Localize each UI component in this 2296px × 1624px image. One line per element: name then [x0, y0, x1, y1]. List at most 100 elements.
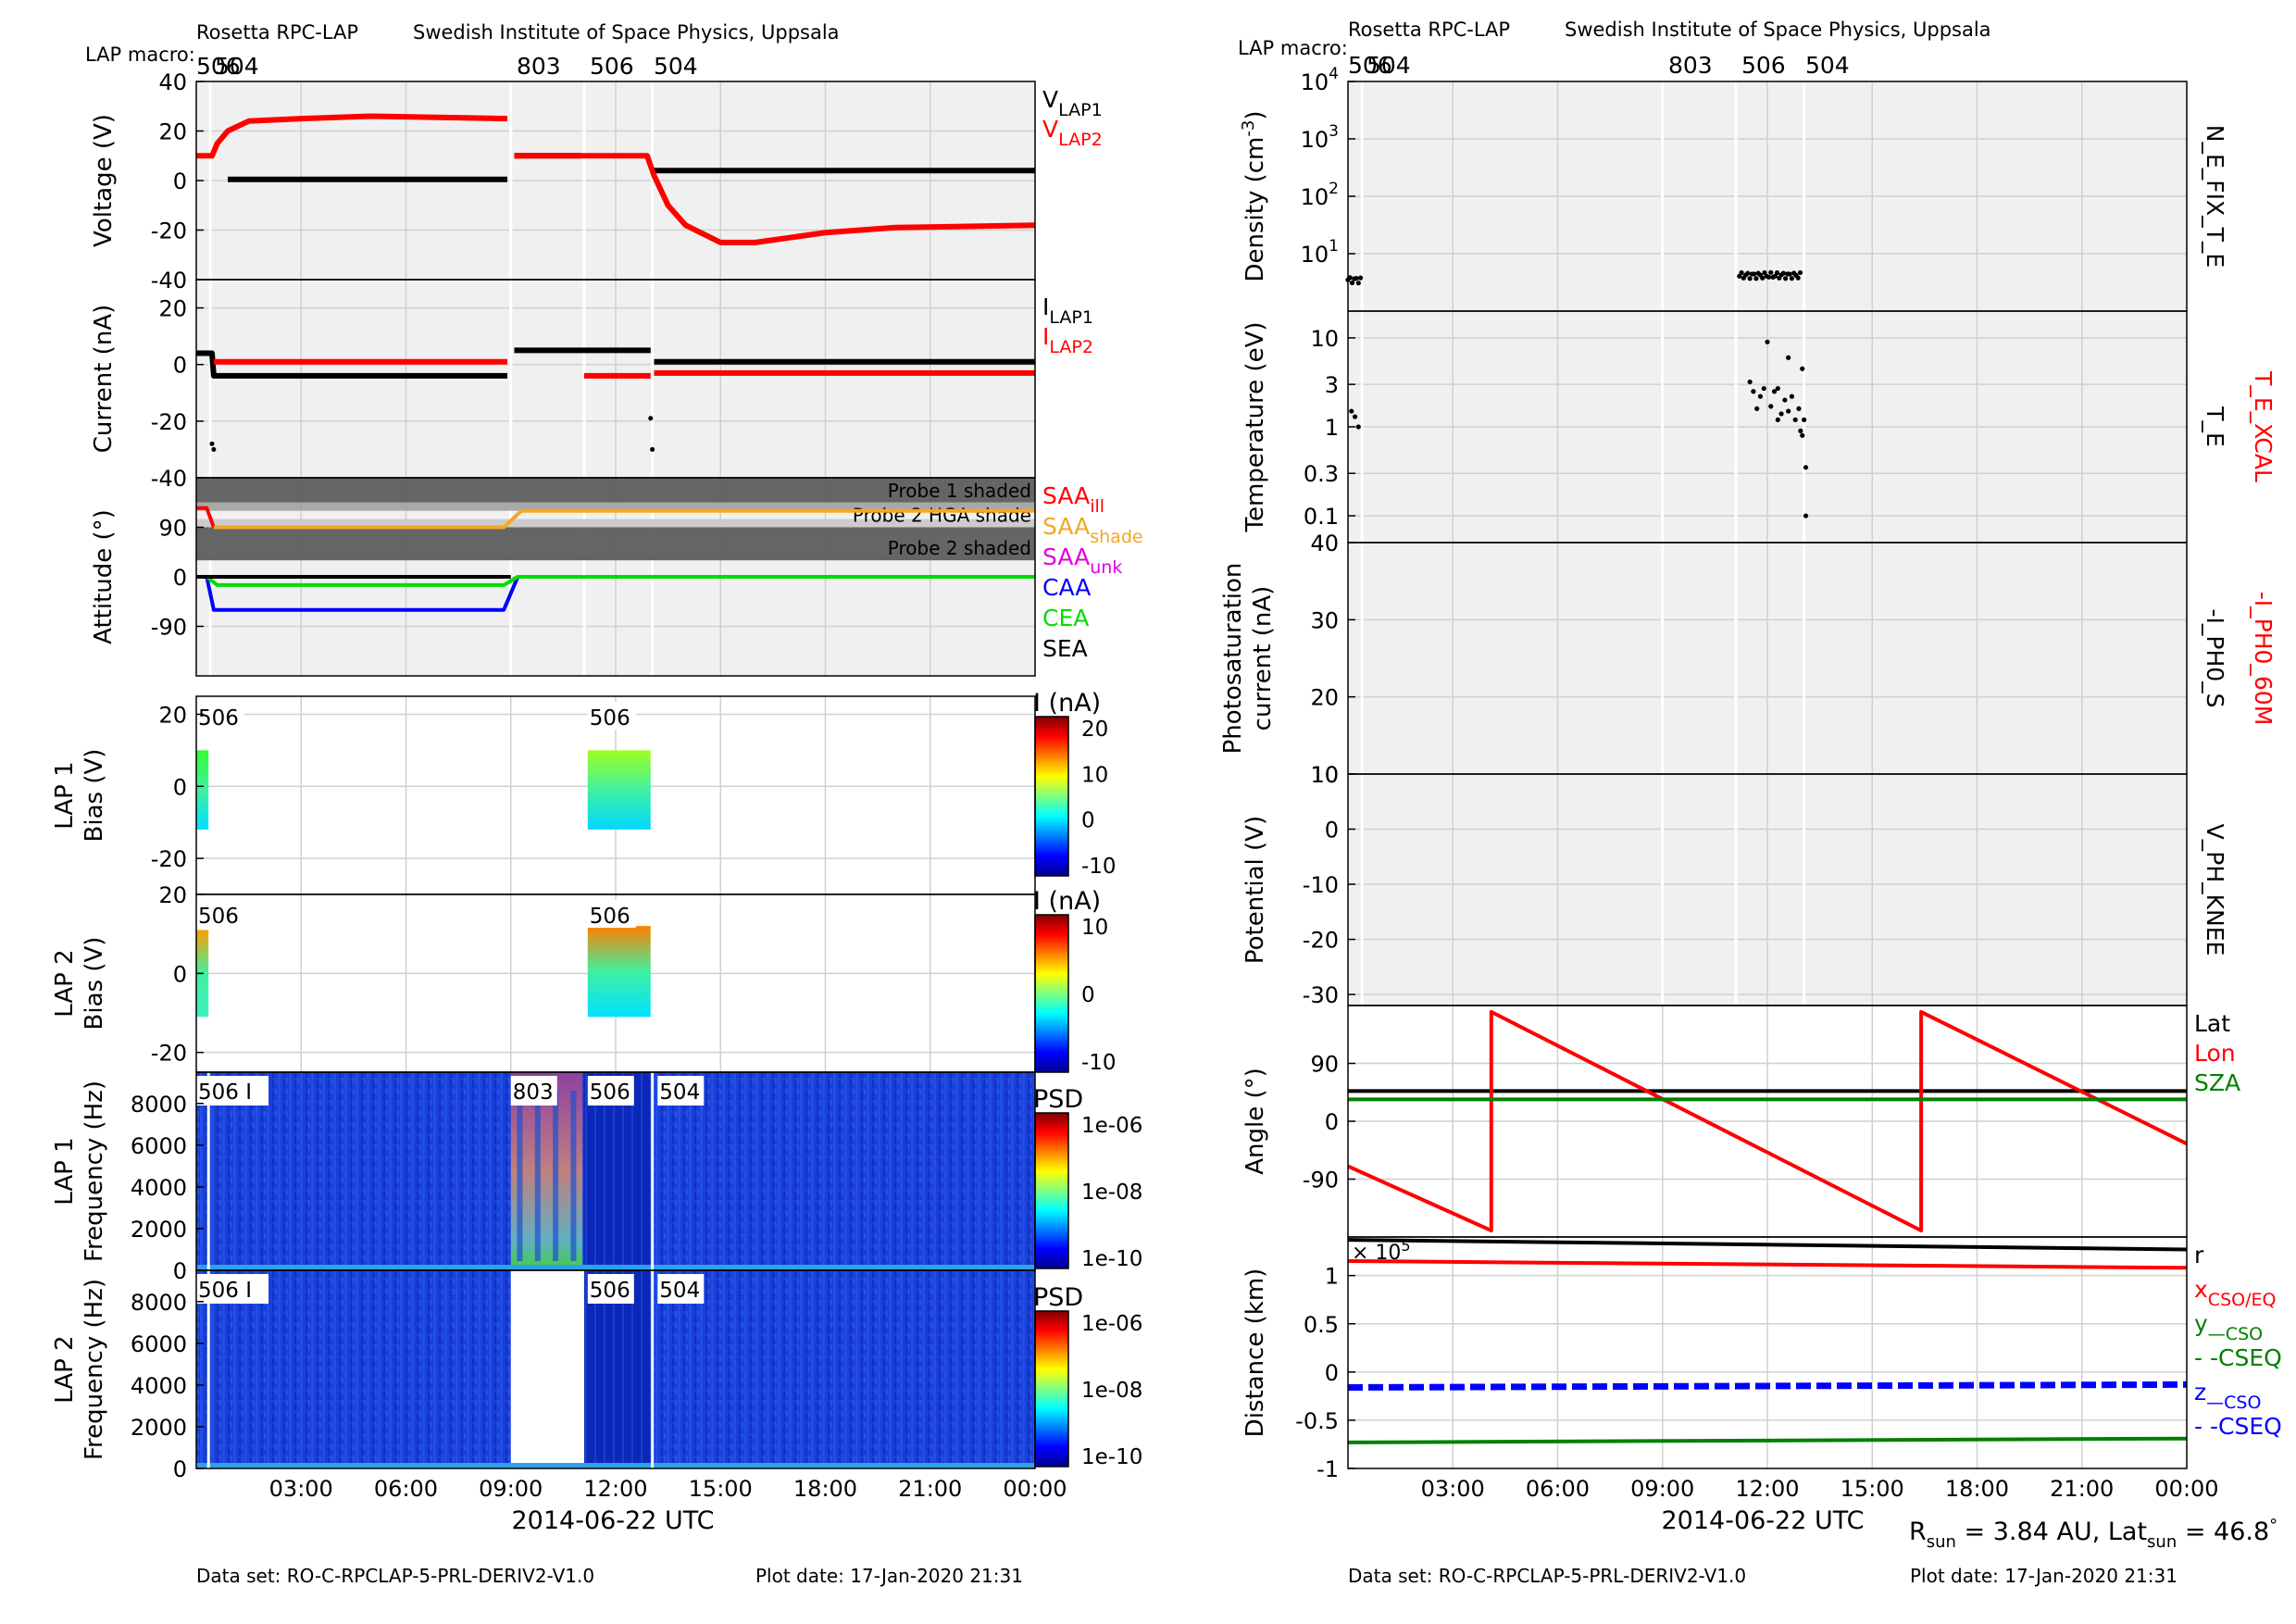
y-tick-label: 40	[1310, 531, 1339, 556]
side-variable-label: -I_PH0_S	[2202, 608, 2228, 707]
macro-tag: 506	[590, 706, 630, 731]
density-point	[1747, 276, 1753, 281]
macro-tag: 506	[198, 905, 239, 929]
y-tick-label: 0	[173, 353, 187, 379]
colorbar-tick-label: 1e-08	[1081, 1181, 1142, 1205]
y-tick-label: -20	[151, 846, 187, 872]
temperature-point	[1803, 513, 1809, 518]
density-point	[1760, 275, 1766, 281]
legend-entry: r	[2194, 1242, 2204, 1268]
right-x-tick-labels: 03:00 06:00 09:00 12:00 15:00 18:00 21:00 00:00	[1421, 1476, 2219, 1502]
density-point	[1787, 271, 1792, 277]
y-tick-label: 0	[173, 1258, 187, 1284]
colorbar-tick-label: 1e-10	[1081, 1247, 1142, 1271]
density-point	[1774, 269, 1780, 276]
y-tick-label: 10	[1310, 762, 1339, 788]
shade-band	[196, 502, 1035, 511]
density-point	[1780, 270, 1786, 276]
y-tick-label: 0	[173, 565, 187, 591]
bias-sweep-block	[587, 750, 651, 830]
y-axis-label: Angle (°)	[1242, 1068, 1269, 1175]
y-tick-label: 20	[158, 296, 187, 322]
rsun-annotation: Rsun = 3.84 AU, Latsun = 46.8°	[1909, 1516, 2277, 1552]
temperature-point	[1800, 432, 1805, 438]
right-macro-numbers: 506 504 803 506 504	[1348, 52, 1850, 79]
colorbar-tick-label: 10	[1081, 763, 1108, 787]
shade-band-label: Probe 1 shaded	[888, 480, 1031, 502]
macro-number: 803	[1668, 52, 1713, 79]
x-tick-label: 15:00	[689, 1476, 753, 1502]
density-point	[1795, 275, 1801, 281]
y-tick-label: -1	[1316, 1456, 1339, 1482]
y-tick-label: 0	[173, 774, 187, 800]
legend-entry: Lat	[2194, 1010, 2230, 1037]
y-tick-label: 90	[158, 516, 187, 542]
legend-entry: y—CSO	[2194, 1310, 2263, 1344]
macro-tag-bg	[587, 900, 636, 928]
density-point	[1739, 269, 1744, 276]
outlier-point	[648, 416, 654, 421]
left-x-axis-label: 2014-06-22 UTC	[511, 1506, 714, 1535]
legend-entry: - -CSEQ	[2194, 1344, 2282, 1371]
left-macro-label: LAP macro:	[85, 44, 195, 66]
y-tick-label: 0.1	[1304, 504, 1339, 530]
y-tick-label: 0	[1325, 1109, 1339, 1135]
spectrogram-stripe	[570, 1091, 577, 1261]
y-tick-label: 40	[158, 69, 187, 95]
x-tick-label: 06:00	[1526, 1476, 1590, 1502]
y-tick-label: 0.3	[1304, 461, 1339, 487]
macro-tag: 506 I	[198, 1279, 252, 1303]
colorbar-tick-label: -10	[1081, 855, 1117, 879]
y-tick-label: 0.5	[1304, 1312, 1339, 1338]
side-variable-label: N_E_FIX_T_E	[2202, 125, 2228, 268]
legend-entry: CAA	[1042, 574, 1091, 601]
bias-sweep-block	[587, 926, 651, 1018]
y-tick-label: 8000	[131, 1092, 187, 1118]
y-tick-label: 6000	[131, 1331, 187, 1357]
temperature-point	[1761, 385, 1766, 392]
left-footer-plotdate: Plot date: 17-Jan-2020 21:31	[755, 1565, 1023, 1587]
y-axis-label: Density (cm-3)	[1239, 111, 1269, 282]
y-axis-label: Potential (V)	[1242, 816, 1269, 964]
colorbar-tick-label: 0	[1081, 983, 1095, 1007]
left-macro-numbers: 506 504 803 506 504	[196, 53, 698, 80]
colorbar-tick-label: 20	[1081, 718, 1108, 742]
x-tick-label: 18:00	[793, 1476, 857, 1502]
shade-band-label: Probe 2 shaded	[888, 537, 1031, 559]
right-footer-dataset: Data set: RO-C-RPCLAP-5-PRL-DERIV2-V1.0	[1348, 1565, 1746, 1587]
y-axis-label-line2: Frequency (Hz)	[81, 1279, 108, 1460]
shade-band	[196, 527, 1035, 561]
shade-band	[196, 478, 1035, 503]
legend-entry: ILAP2	[1042, 323, 1093, 357]
series-line-SAA_shade	[213, 508, 1035, 530]
density-point	[1766, 274, 1772, 280]
temperature-point	[1754, 406, 1760, 411]
macro-tag-bg	[587, 1274, 634, 1304]
temperature-point	[1355, 424, 1361, 430]
density-point	[1797, 269, 1803, 276]
y-tick-label: 20	[1310, 685, 1339, 711]
legend-entry: SZA	[2194, 1069, 2240, 1096]
temperature-point	[1765, 339, 1770, 344]
y-tick-label: 90	[1310, 1052, 1339, 1078]
outlier-point	[209, 441, 215, 446]
legend-entry: Lon	[2194, 1040, 2236, 1067]
distance-axes-frame	[1347, 1236, 2188, 1469]
macro-tag-bg	[196, 1274, 268, 1304]
spectrogram-stripe	[553, 1091, 559, 1261]
legend-entry: xCSO/EQ	[2194, 1276, 2276, 1310]
x-tick-label: 00:00	[2154, 1476, 2218, 1502]
macro-number: 504	[1366, 52, 1411, 79]
legend-entry: CEA	[1042, 605, 1089, 631]
y-axis-label: Distance (km)	[1242, 1268, 1269, 1438]
side-variable-label: T_E_XCAL	[2250, 370, 2277, 482]
temperature-point	[1789, 394, 1795, 399]
density-point	[1355, 281, 1361, 286]
legend-entry: VLAP2	[1042, 116, 1103, 150]
y-axis-label: Temperature (eV)	[1242, 321, 1269, 532]
y-tick-label: -20	[151, 1041, 187, 1067]
x-tick-label: 12:00	[583, 1476, 647, 1502]
temperature-point	[1786, 355, 1791, 360]
series-line-r	[1347, 1238, 2188, 1252]
